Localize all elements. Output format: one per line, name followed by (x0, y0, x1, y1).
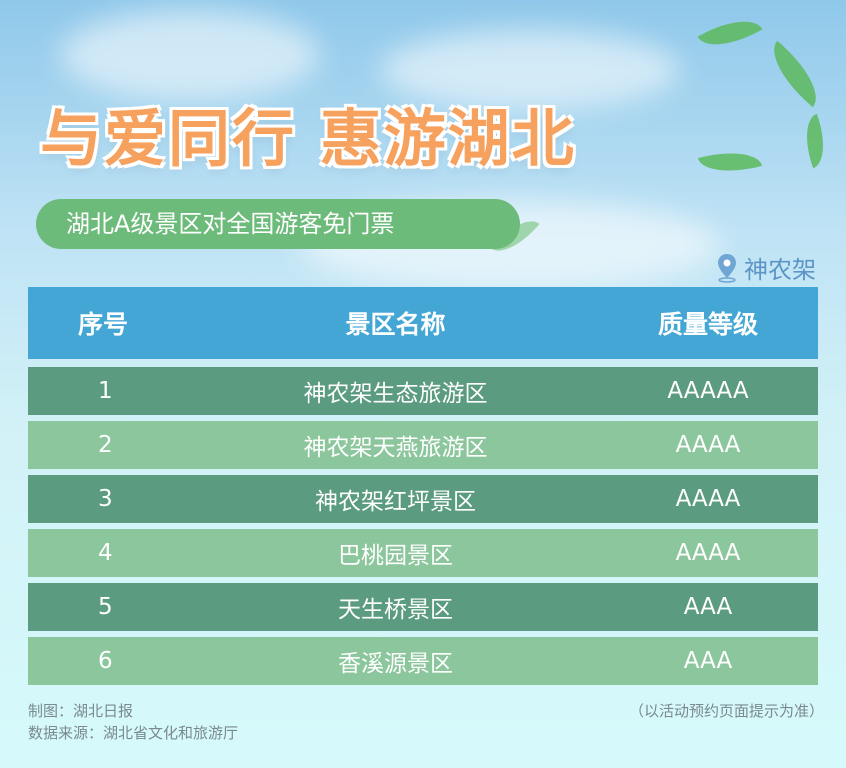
page-title: 与爱同行 惠游湖北 (40, 102, 576, 175)
cloud (380, 30, 680, 110)
leaf-decoration (697, 6, 763, 60)
cloud (60, 10, 320, 100)
table-row: 6 香溪源景区 AAA (28, 637, 818, 685)
cell-name: 神农架生态旅游区 (303, 381, 488, 407)
header-no: 序号 (78, 310, 129, 339)
cell-name: 巴桃园景区 (338, 543, 453, 569)
header-name: 景区名称 (345, 310, 446, 339)
header-level: 质量等级 (657, 310, 758, 339)
cell-name: 天生桥景区 (338, 597, 453, 623)
subtitle-banner: 湖北A级景区对全国游客免门票 (36, 199, 520, 249)
credit: 制图：湖北日报 (28, 702, 134, 720)
leaf-decoration (796, 113, 834, 169)
location-text: 神农架 (744, 256, 816, 284)
cell-name: 香溪源景区 (338, 651, 453, 677)
leaf-decoration (759, 40, 831, 108)
table-row: 2 神农架天燕旅游区 AAAA (28, 421, 818, 469)
cell-name: 神农架天燕旅游区 (303, 435, 488, 461)
cell-no: 4 (98, 540, 113, 566)
map-pin-icon (718, 253, 736, 283)
cell-level: AAAA (675, 540, 741, 566)
cell-no: 1 (98, 378, 113, 404)
footer-credits: 制图：湖北日报 数据来源：湖北省文化和旅游厅 (28, 700, 238, 744)
cell-no: 5 (98, 594, 113, 620)
location-label: 神农架 (716, 250, 816, 285)
cell-level: AAA (683, 648, 733, 674)
cell-no: 6 (98, 648, 113, 674)
cell-name: 神农架红坪景区 (315, 489, 476, 515)
leaf-decoration (697, 142, 763, 182)
source: 数据来源：湖北省文化和旅游厅 (28, 724, 239, 742)
table-row: 4 巴桃园景区 AAAA (28, 529, 818, 577)
table-header: 序号 景区名称 质量等级 (28, 287, 818, 359)
cell-no: 3 (98, 486, 113, 512)
cell-level: AAAA (675, 432, 741, 458)
table-row: 1 神农架生态旅游区 AAAAA (28, 367, 818, 415)
footer-note: （以活动预约页面提示为准） (628, 702, 824, 720)
cell-level: AAAAA (667, 378, 749, 404)
cell-no: 2 (98, 432, 113, 458)
table-row: 3 神农架红坪景区 AAAA (28, 475, 818, 523)
cell-level: AAAA (675, 486, 741, 512)
table-row: 5 天生桥景区 AAA (28, 583, 818, 631)
cell-level: AAA (683, 594, 733, 620)
scenic-table: 序号 景区名称 质量等级 1 神农架生态旅游区 AAAAA 2 神农架天燕旅游区 AAAA… (28, 287, 818, 691)
